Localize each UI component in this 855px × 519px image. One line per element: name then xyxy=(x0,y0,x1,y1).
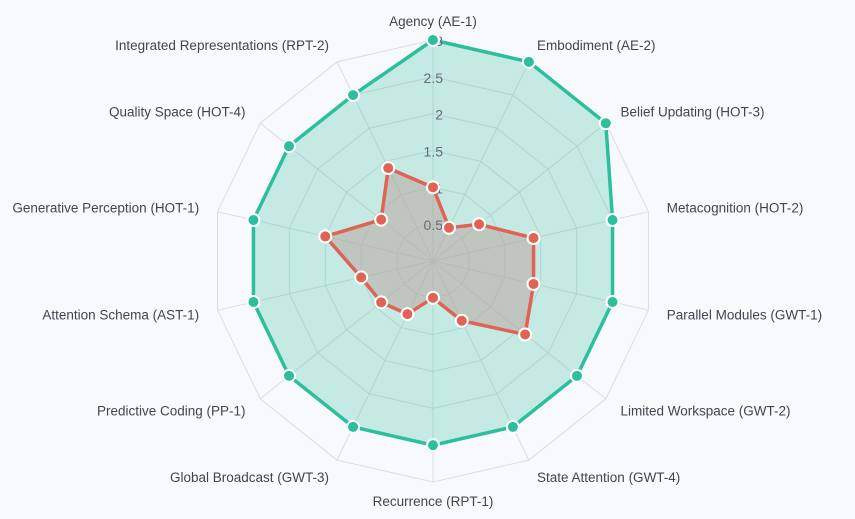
series-1-point-9[interactable] xyxy=(346,419,361,434)
radar-points xyxy=(246,33,620,453)
series-2-point-3[interactable] xyxy=(472,217,487,232)
series-1-point-1[interactable] xyxy=(426,33,440,47)
series-1-point-13[interactable] xyxy=(282,139,297,154)
series-1-point-11[interactable] xyxy=(246,294,261,309)
axis-label-global-broadcast: Global Broadcast (GWT-3) xyxy=(170,470,329,485)
series-1-point-12[interactable] xyxy=(246,213,261,228)
series-2-point-10[interactable] xyxy=(374,295,389,310)
tick-label-2: 2 xyxy=(435,107,443,123)
series-2-point-8[interactable] xyxy=(426,290,440,305)
axis-label-agency: Agency (AE-1) xyxy=(389,14,477,29)
series-2-point-11[interactable] xyxy=(354,270,369,285)
tick-label-1.5: 1.5 xyxy=(424,144,444,160)
axis-label-integrated-representations: Integrated Representations (RPT-2) xyxy=(115,38,329,53)
series-2-point-13[interactable] xyxy=(374,212,389,227)
series-2-point-6[interactable] xyxy=(518,327,533,342)
series-2-point-7[interactable] xyxy=(454,313,469,328)
series-2-point-4[interactable] xyxy=(526,231,541,246)
axis-label-metacognition: Metacognition (HOT-2) xyxy=(667,201,804,216)
radar-axis-labels: Agency (AE-1) Embodiment (AE-2) Belief U… xyxy=(12,14,822,509)
radar-series-layer xyxy=(251,38,615,447)
series-1-point-8[interactable] xyxy=(426,438,440,453)
series-1-point-6[interactable] xyxy=(569,368,584,383)
series-2-point-12[interactable] xyxy=(318,229,333,244)
axis-label-predictive-coding: Predictive Coding (PP-1) xyxy=(97,404,246,419)
series-1-point-3[interactable] xyxy=(598,116,613,131)
axis-label-belief-updating: Belief Updating (HOT-3) xyxy=(621,105,765,120)
axis-label-generative-perception: Generative Perception (HOT-1) xyxy=(12,201,199,216)
series-2-point-14[interactable] xyxy=(381,161,396,176)
tick-label-2.5: 2.5 xyxy=(424,70,444,86)
series-1-point-7[interactable] xyxy=(505,419,520,434)
series-2-point-1[interactable] xyxy=(426,180,440,195)
axis-label-recurrence: Recurrence (RPT-1) xyxy=(373,494,494,509)
axis-label-limited-workspace: Limited Workspace (GWT-2) xyxy=(621,404,791,419)
series-1-point-10[interactable] xyxy=(282,368,297,383)
series-2-point-9[interactable] xyxy=(400,307,415,322)
series-2-point-5[interactable] xyxy=(526,276,541,291)
axis-label-attention-schema: Attention Schema (AST-1) xyxy=(42,307,199,322)
axis-label-state-attention: State Attention (GWT-4) xyxy=(537,470,680,485)
tick-label-0.5: 0.5 xyxy=(424,217,444,233)
axis-label-parallel-modules: Parallel Modules (GWT-1) xyxy=(667,307,822,322)
series-1-point-4[interactable] xyxy=(605,213,620,228)
axis-label-embodiment: Embodiment (AE-2) xyxy=(537,38,656,53)
series-2-point-2[interactable] xyxy=(441,220,456,235)
series-1-point-2[interactable] xyxy=(521,54,536,69)
axis-label-quality-space: Quality Space (HOT-4) xyxy=(109,105,246,120)
series-1-point-5[interactable] xyxy=(605,294,620,309)
series-2-area xyxy=(325,168,534,335)
series-1-point-14[interactable] xyxy=(346,88,361,103)
